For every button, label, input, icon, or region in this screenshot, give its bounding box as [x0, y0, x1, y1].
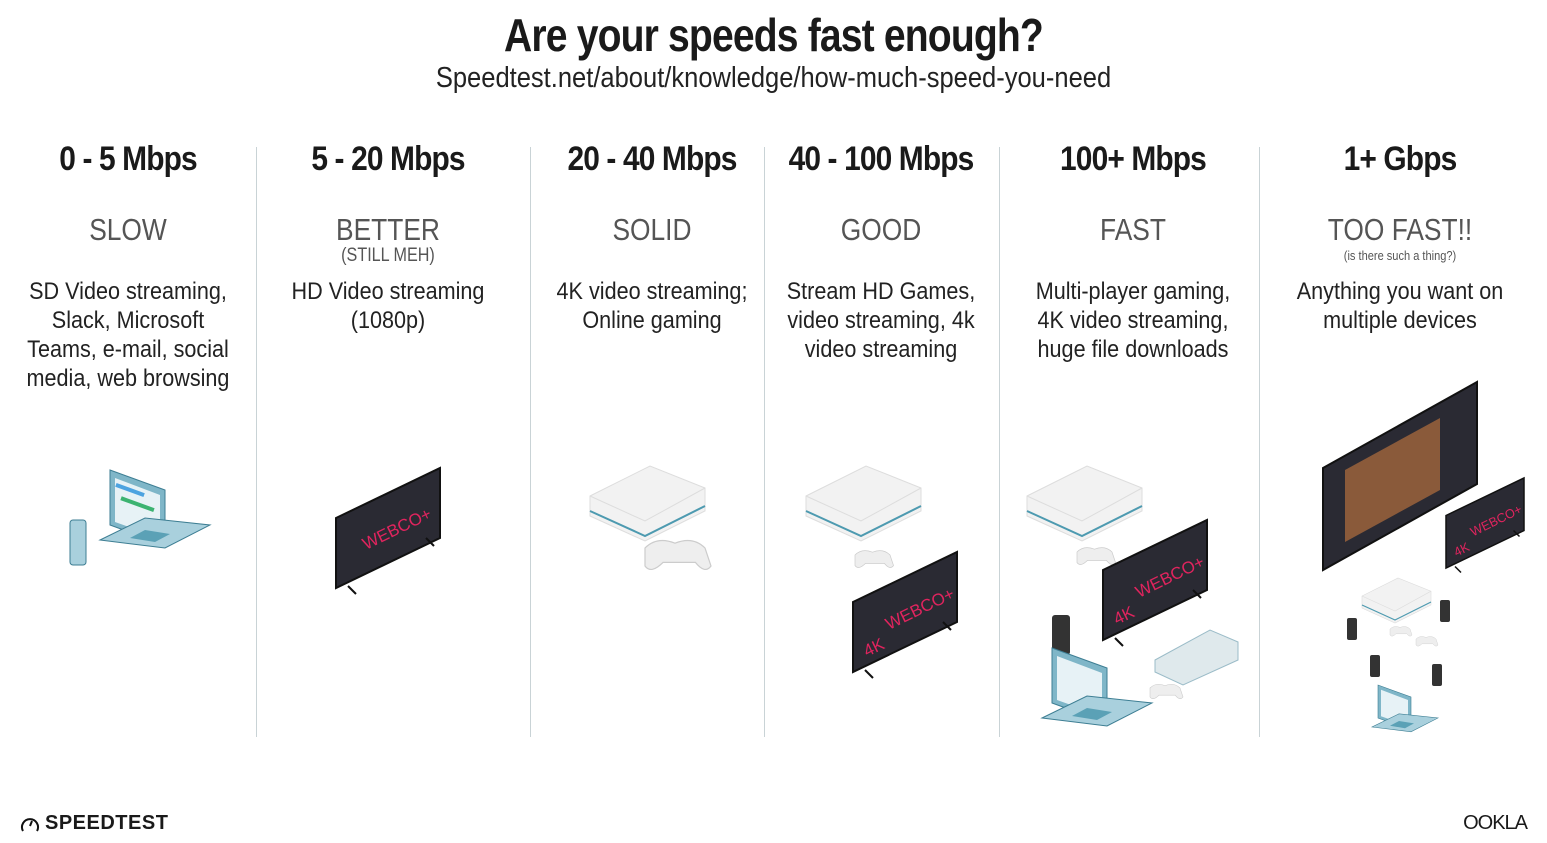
tier-rating: SLOW — [89, 212, 167, 247]
tier-speed: 5 - 20 Mbps — [311, 140, 465, 178]
page-subtitle: Speedtest.net/about/knowledge/how-much-s… — [435, 62, 1112, 94]
tier-speed: 0 - 5 Mbps — [59, 140, 197, 178]
column-divider — [1259, 147, 1260, 737]
multi-device-icon: WEBCO+ 4K — [1026, 465, 1239, 727]
page-title: Are your speeds fast enough? — [504, 9, 1044, 61]
tv-4k-label: 4K — [1451, 539, 1472, 560]
tier-rating: BETTER — [336, 212, 440, 247]
tv-icon: WEBCO+ — [335, 467, 441, 595]
tier-description: Multi-player gaming, 4K video streaming,… — [1035, 278, 1231, 363]
tier-speed: 1+ Gbps — [1343, 140, 1458, 178]
column-divider — [256, 147, 257, 737]
tier-slow: 0 - 5 Mbps SLOW SD Video streaming, Slac… — [10, 140, 246, 393]
tier-speed: 100+ Mbps — [1060, 140, 1207, 178]
column-divider — [764, 147, 765, 737]
tier-solid: 20 - 40 Mbps SOLID 4K video streaming; O… — [540, 140, 764, 335]
tier-speed: 20 - 40 Mbps — [567, 140, 737, 178]
tier-good: 40 - 100 Mbps GOOD Stream HD Games, vide… — [772, 140, 990, 364]
tier-rating: GOOD — [840, 212, 922, 247]
tier-description: Stream HD Games, video streaming, 4k vid… — [786, 278, 976, 363]
tier-description: Anything you want on multiple devices — [1296, 278, 1504, 334]
tier-fast: 100+ Mbps FAST Multi-player gaming, 4K v… — [1010, 140, 1256, 364]
tier-speed: 40 - 100 Mbps — [788, 140, 975, 178]
column-divider — [999, 147, 1000, 737]
column-divider — [530, 147, 531, 737]
speedometer-icon — [21, 817, 39, 831]
tier-rating: FAST — [1100, 212, 1166, 247]
ookla-logo: OOKLA — [1463, 812, 1528, 834]
tier-description: HD Video streaming (1080p) — [291, 278, 485, 334]
tier-better: 5 - 20 Mbps BETTER (STILL MEH) HD Video … — [270, 140, 506, 335]
tier-rating: TOO FAST!! — [1327, 212, 1473, 247]
tier-note: (is there such a thing?) — [1343, 248, 1457, 263]
console-controller-icon — [589, 465, 712, 571]
tier-too-fast: 1+ Gbps TOO FAST!! (is there such a thin… — [1280, 140, 1520, 335]
laptop-phone-icon — [69, 469, 211, 566]
console-tv-icon: WEBCO+ 4K — [805, 465, 958, 679]
tier-description: 4K video streaming; Online gaming — [556, 278, 748, 334]
tier-description: SD Video streaming, Slack, Microsoft Tea… — [26, 278, 230, 392]
many-devices-icon: WEBCO+ 4K — [1322, 380, 1525, 733]
speedtest-logo: SPEEDTEST — [20, 812, 168, 835]
tier-rating: SOLID — [612, 212, 692, 247]
speedtest-logo-text: SPEEDTEST — [45, 812, 169, 834]
tier-note: (STILL MEH) — [341, 245, 435, 266]
